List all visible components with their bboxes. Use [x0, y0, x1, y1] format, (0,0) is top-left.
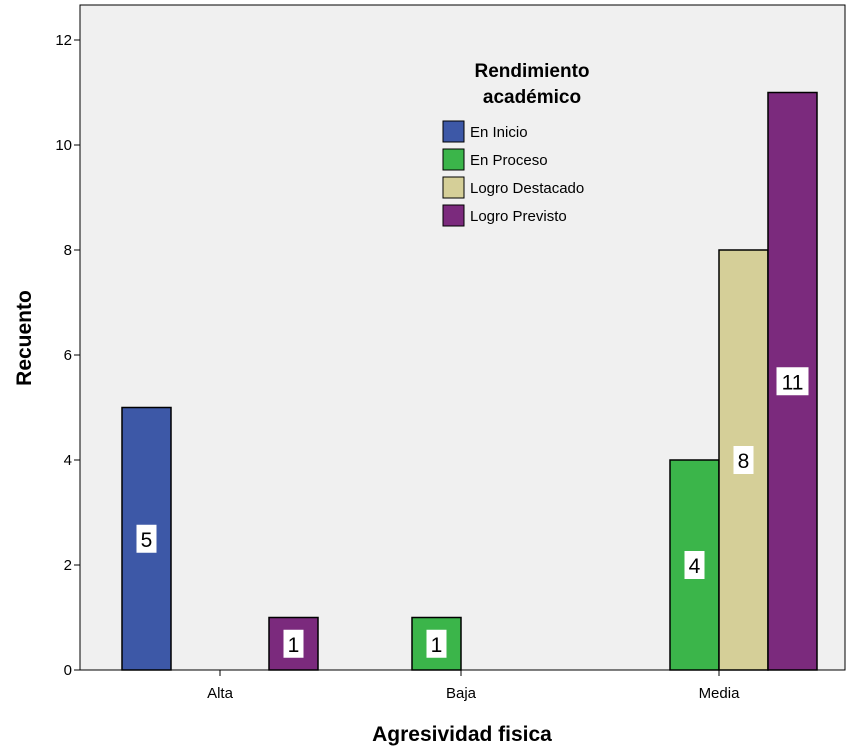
x-tick-label: Baja [446, 685, 477, 702]
data-label-box [426, 629, 447, 658]
legend-label: Logro Destacado [470, 180, 584, 197]
legend: Rendimiento académico En Inicio En Proces… [442, 61, 590, 227]
y-axis: 0 2 4 6 8 10 12 [55, 32, 80, 679]
legend-title-line-1: Rendimiento [474, 61, 589, 82]
legend-swatch [442, 176, 465, 199]
data-label: 4 [689, 555, 701, 578]
data-label-box [283, 629, 304, 658]
legend-swatch [442, 204, 465, 227]
x-axis: Alta Baja Media [207, 670, 740, 702]
y-tick-label: 8 [64, 242, 72, 259]
legend-swatch [442, 148, 465, 171]
y-tick-label: 0 [64, 662, 72, 679]
x-tick-label: Media [699, 685, 741, 702]
y-tick-label: 6 [64, 347, 72, 364]
x-axis-title: Agresividad fisica [372, 723, 552, 746]
y-tick-label: 4 [64, 452, 72, 469]
y-tick-label: 12 [55, 32, 72, 49]
y-axis-title: Recuento [13, 290, 36, 386]
y-tick-label: 2 [64, 557, 72, 574]
data-label: 8 [738, 450, 750, 473]
data-label-box [136, 524, 157, 553]
data-label-box [733, 446, 754, 474]
legend-label: En Inicio [470, 124, 528, 141]
data-label: 1 [288, 634, 300, 657]
data-label: 5 [141, 529, 153, 552]
data-label: 11 [782, 371, 804, 394]
data-label: 1 [431, 634, 443, 657]
x-tick-label: Alta [207, 685, 234, 702]
legend-label: Logro Previsto [470, 208, 567, 225]
legend-label: En Proceso [470, 152, 548, 169]
bar [411, 616, 462, 671]
y-tick-label: 10 [55, 137, 72, 154]
data-label-box [684, 551, 705, 579]
legend-title-line-2: académico [483, 87, 581, 108]
legend-swatch [442, 120, 465, 143]
data-label-box [776, 367, 809, 396]
